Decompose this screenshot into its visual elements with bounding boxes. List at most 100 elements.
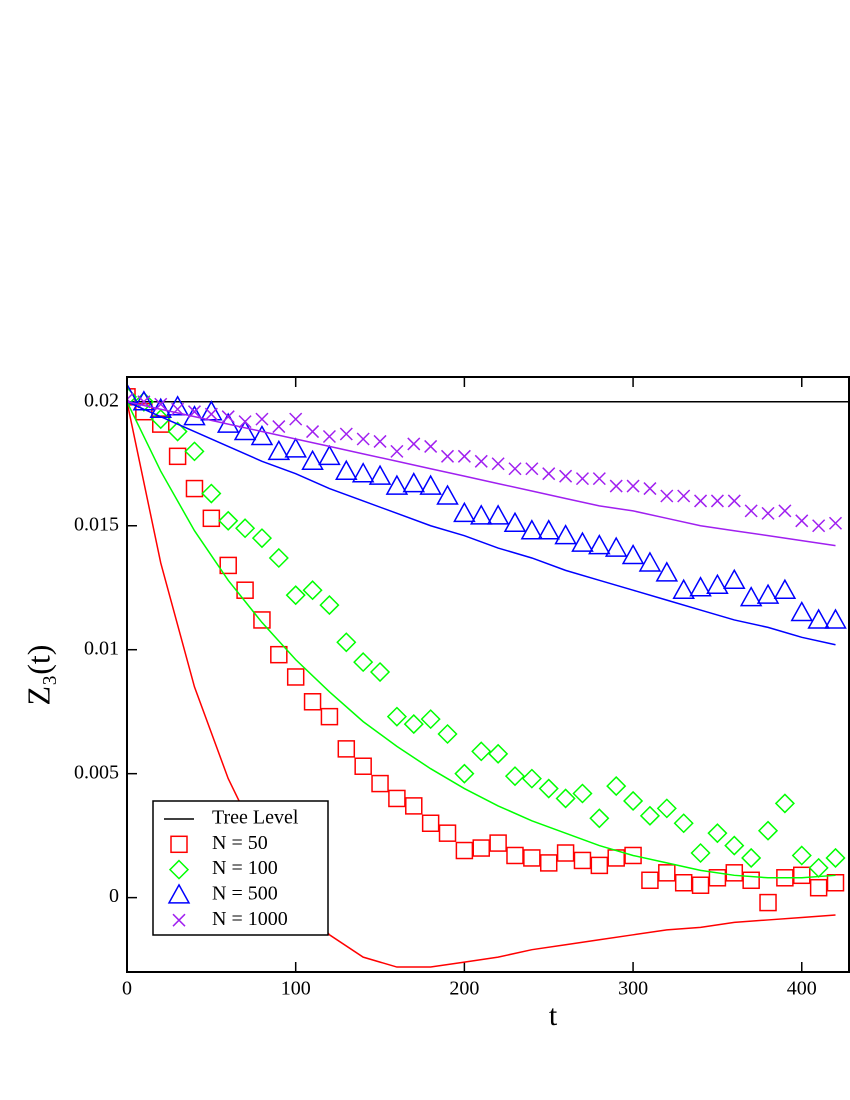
square-marker	[455, 841, 474, 860]
diamond-marker	[235, 518, 256, 539]
legend-label: N = 50	[212, 832, 268, 854]
cross-marker	[390, 444, 404, 458]
cross-marker	[491, 457, 505, 471]
triangle-marker	[604, 536, 628, 557]
diamond-marker	[353, 652, 374, 673]
square-marker	[337, 740, 356, 758]
diamond-marker	[471, 741, 492, 762]
x-tick-label: 200	[449, 978, 479, 1000]
square-marker	[253, 611, 271, 629]
diamond-marker	[623, 790, 644, 811]
y-tick-label: 0	[109, 885, 119, 907]
triangle-marker	[706, 573, 729, 594]
diamond-marker	[302, 580, 323, 601]
legend-swatch	[170, 835, 188, 854]
y-tick-label: 0.015	[74, 513, 119, 535]
line	[127, 401, 836, 646]
plot-area	[127, 382, 849, 968]
triangle-marker	[790, 600, 814, 622]
triangle-marker	[301, 449, 324, 471]
triangle-marker	[672, 578, 695, 599]
triangle-marker	[503, 511, 527, 533]
diamond-marker	[741, 847, 762, 869]
triangle-marker	[621, 543, 645, 565]
diamond-marker	[572, 783, 593, 804]
square-marker	[708, 869, 727, 887]
legend-swatch	[167, 883, 191, 904]
triangle-marker	[588, 534, 611, 555]
triangle-marker	[267, 439, 291, 461]
diamond-marker	[774, 793, 795, 814]
triangle-marker	[723, 568, 746, 590]
cross-marker	[812, 519, 826, 533]
diamond-marker	[673, 813, 694, 834]
square-marker	[405, 797, 423, 815]
diamond-marker	[133, 391, 154, 412]
cross-marker	[525, 462, 539, 476]
square-marker	[472, 839, 491, 857]
y-tick-label: 0.01	[84, 637, 119, 659]
triangle-marker	[520, 519, 544, 540]
cross-marker	[221, 410, 235, 424]
legend-label: N = 1000	[212, 908, 288, 930]
cross-marker	[609, 479, 623, 493]
triangle-marker	[638, 551, 662, 572]
diamond-marker	[184, 441, 205, 462]
square-marker	[320, 707, 339, 726]
diamond-marker	[454, 763, 475, 784]
triangle-marker	[318, 444, 341, 466]
triangle-marker	[486, 504, 510, 525]
legend-swatch	[172, 913, 186, 927]
square-marker	[303, 693, 322, 711]
diamond-marker	[707, 823, 728, 844]
diamond-marker	[639, 805, 661, 826]
triangle-marker	[284, 437, 307, 458]
diamond-marker	[690, 842, 711, 864]
cross-marker	[373, 434, 387, 448]
square-marker	[725, 864, 744, 882]
cross-marker	[204, 407, 218, 421]
triangle-marker	[689, 576, 712, 597]
cross-marker	[677, 489, 691, 503]
square-marker	[691, 876, 710, 894]
triangle-marker	[739, 586, 763, 607]
triangle-marker	[385, 474, 409, 495]
triangle-marker	[419, 474, 442, 495]
x-tick-label: 100	[281, 978, 311, 1000]
cross-marker	[322, 429, 336, 444]
square-marker	[624, 846, 642, 865]
diamond-marker	[656, 798, 677, 819]
triangle-marker	[351, 462, 375, 483]
triangle-marker	[807, 608, 830, 629]
x-axis-label: t	[549, 999, 558, 1032]
triangle-marker	[402, 472, 426, 493]
cross-marker	[306, 425, 320, 439]
diamond-marker	[420, 709, 441, 730]
square-marker	[185, 479, 204, 498]
diamond-marker	[825, 847, 846, 869]
cross-marker	[508, 462, 522, 476]
triangle-marker	[571, 531, 594, 552]
legend-label: N = 500	[212, 882, 278, 904]
cross-marker	[356, 432, 370, 446]
cross-marker	[424, 439, 438, 453]
cross-marker	[255, 412, 269, 426]
square-marker	[674, 874, 693, 892]
y-axis-label: Z₃(t)	[20, 645, 56, 706]
diamond-marker	[369, 661, 391, 683]
diamond-marker	[606, 776, 627, 797]
cross-marker	[575, 472, 589, 486]
diamond-marker	[808, 857, 829, 878]
legend-label: Tree Level	[212, 807, 299, 829]
square-marker	[421, 814, 440, 832]
square-marker	[590, 856, 609, 875]
square-marker	[286, 668, 305, 686]
diamond-marker	[437, 723, 458, 745]
square-marker	[556, 844, 575, 862]
diamond-marker	[488, 743, 509, 764]
square-marker	[371, 774, 389, 793]
square-marker	[658, 864, 676, 882]
square-marker	[168, 447, 187, 466]
triangle-marker	[655, 561, 679, 582]
square-marker	[742, 871, 760, 890]
